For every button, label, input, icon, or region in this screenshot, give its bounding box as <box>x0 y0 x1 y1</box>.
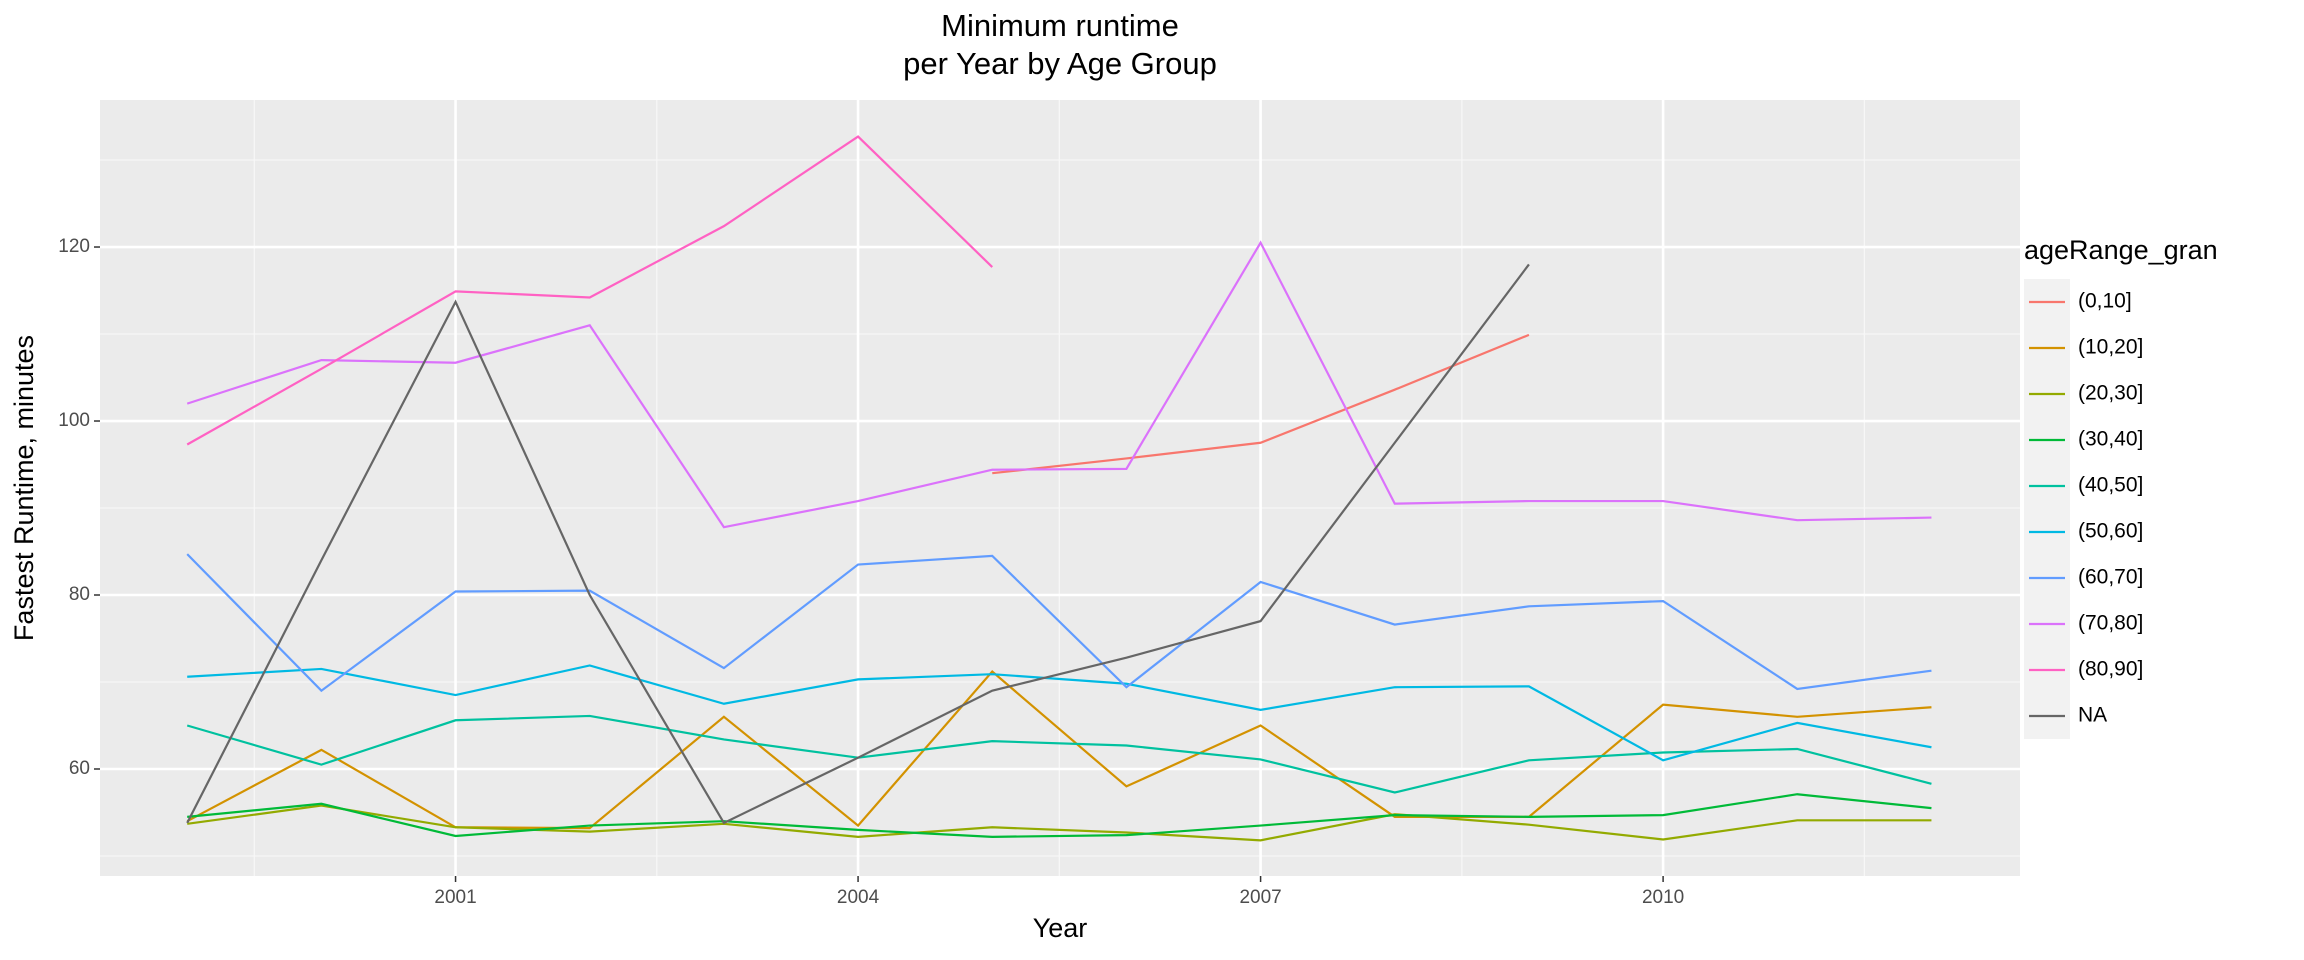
series-line <box>186 553 1932 693</box>
series-line <box>187 793 1932 838</box>
legend-label: NA <box>2078 704 2107 727</box>
x-tick-label: 2010 <box>1642 887 1684 908</box>
legend-label: (60,70] <box>2078 566 2143 589</box>
y-tick-label: 120 <box>58 236 90 257</box>
series-line <box>186 240 1932 529</box>
x-tick-label: 2001 <box>434 887 476 908</box>
y-tick-label: 80 <box>69 584 90 605</box>
x-tick-label: 2004 <box>837 887 880 908</box>
legend-label: (20,30] <box>2078 382 2143 405</box>
series-line <box>186 714 1932 794</box>
series-line <box>187 804 1932 842</box>
y-axis-label: Fastest Runtime, minutes <box>9 335 39 641</box>
chart-subtitle: per Year by Age Group <box>903 46 1217 81</box>
series-line <box>187 664 1932 762</box>
legend-title: ageRange_gran <box>2024 235 2218 265</box>
chart-title: Minimum runtime <box>941 8 1179 43</box>
panel <box>100 100 2020 876</box>
legend-label: (40,50] <box>2078 474 2143 497</box>
legend-label: (0,10] <box>2078 290 2132 313</box>
series-line <box>186 135 994 446</box>
legend-label: (80,90] <box>2078 658 2143 681</box>
x-tick-label: 2007 <box>1239 887 1281 908</box>
series-line <box>992 333 1530 475</box>
x-axis-label: Year <box>1033 913 1088 943</box>
y-tick-label: 100 <box>58 410 90 431</box>
legend-label: (50,60] <box>2078 520 2143 543</box>
y-tick-label: 60 <box>69 758 90 779</box>
legend-label: (70,80] <box>2078 612 2143 635</box>
legend-label: (30,40] <box>2078 428 2143 451</box>
series-line <box>186 263 1530 825</box>
legend-label: (10,20] <box>2078 336 2143 359</box>
